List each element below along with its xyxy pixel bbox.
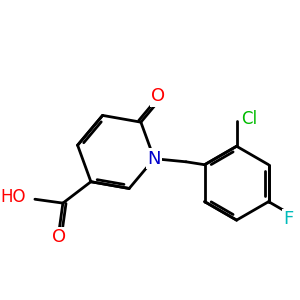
Text: HO: HO <box>1 188 26 206</box>
Text: Cl: Cl <box>241 110 257 128</box>
Text: F: F <box>284 210 294 228</box>
Text: O: O <box>52 228 66 246</box>
Text: O: O <box>151 87 165 105</box>
Text: N: N <box>147 150 161 168</box>
